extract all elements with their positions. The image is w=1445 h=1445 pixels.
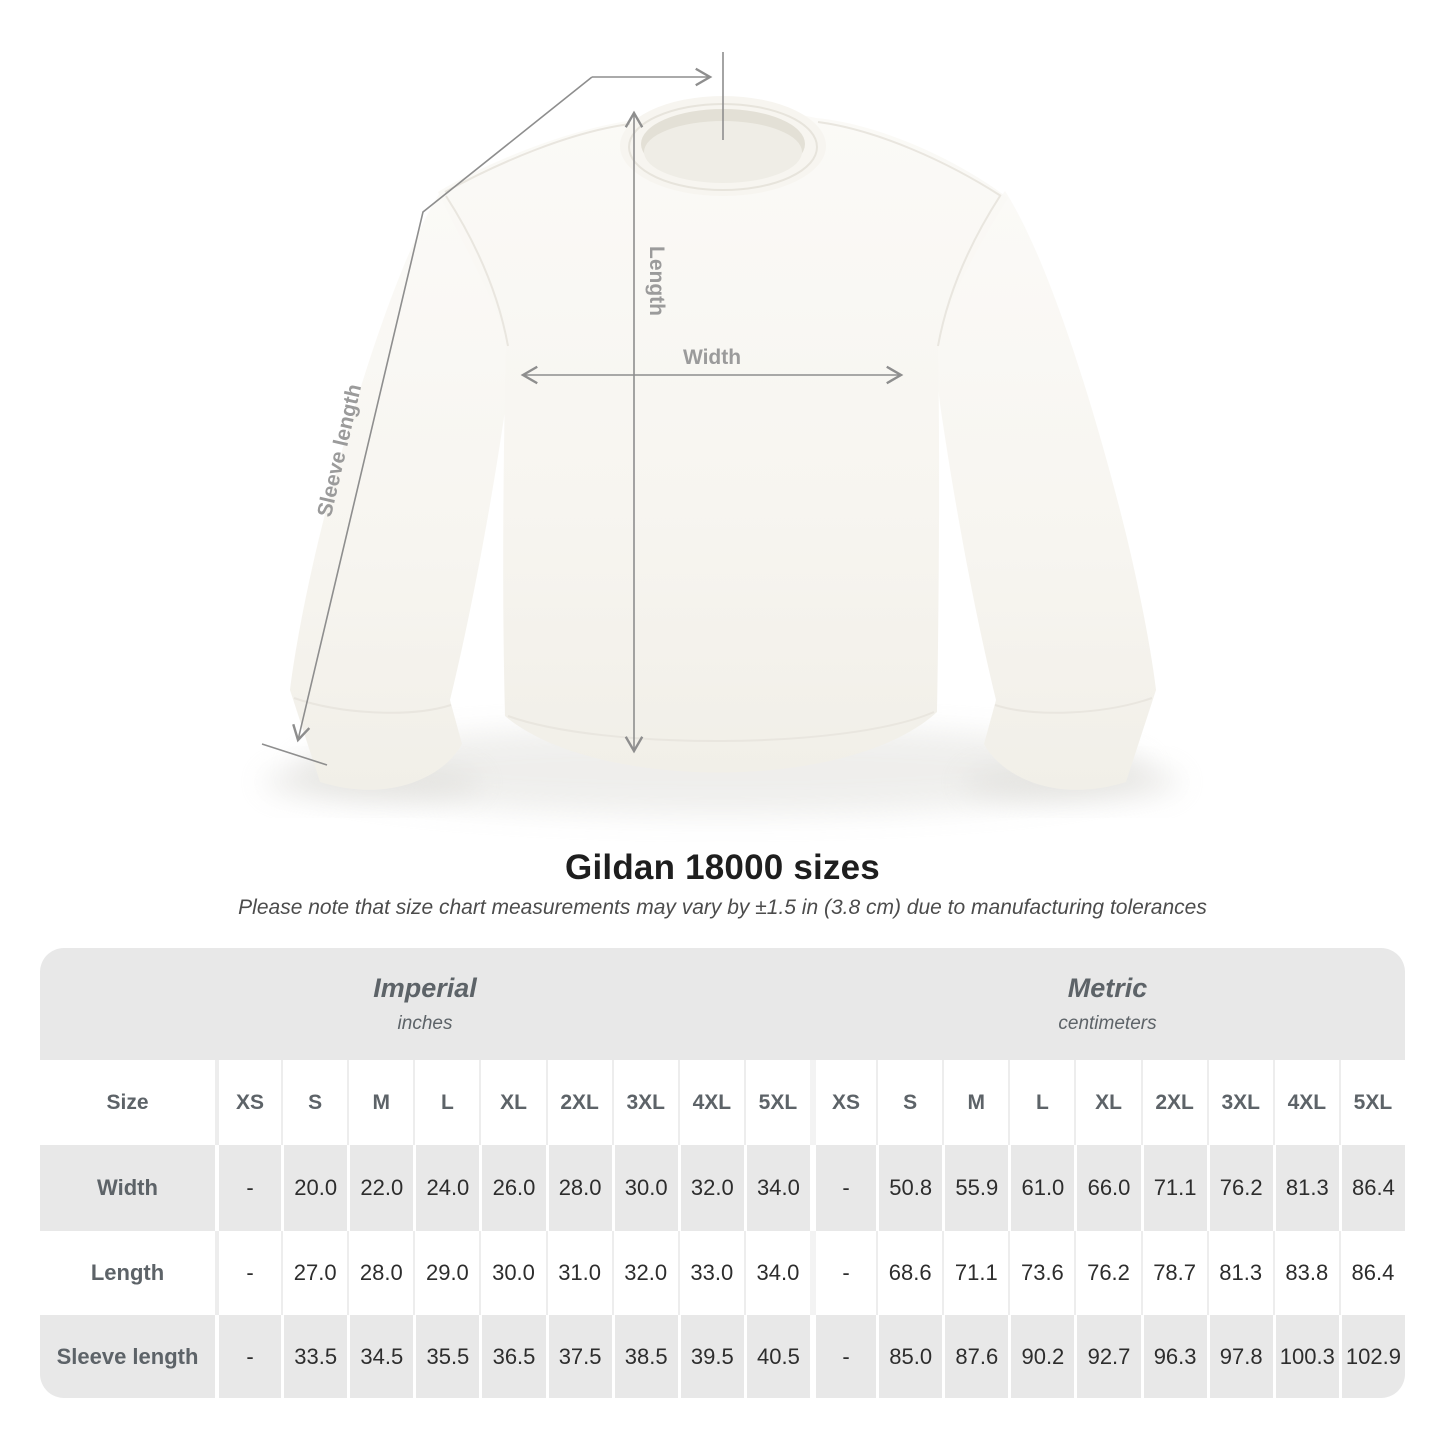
size-header-metric-L: L xyxy=(1008,1060,1075,1145)
value-cell: 34.0 xyxy=(743,1145,810,1231)
value-cell: 76.2 xyxy=(1074,1231,1141,1315)
value-cell: 24.0 xyxy=(413,1145,480,1231)
size-table: Imperial inches Metric centimeters Size X… xyxy=(40,948,1405,1398)
value-cell: 86.4 xyxy=(1338,1145,1405,1231)
row-label: Length xyxy=(40,1231,215,1315)
size-header-imperial-M: M xyxy=(347,1060,414,1145)
value-cell: 33.5 xyxy=(281,1315,348,1398)
value-cell: 27.0 xyxy=(281,1231,348,1315)
cuff-tick xyxy=(261,743,328,766)
value-cell: 87.6 xyxy=(942,1315,1009,1398)
value-cell: 34.5 xyxy=(347,1315,414,1398)
imperial-title: Imperial xyxy=(373,973,477,1003)
value-cell: - xyxy=(810,1315,877,1398)
size-header-imperial-2XL: 2XL xyxy=(545,1060,612,1145)
row-label: Width xyxy=(40,1145,215,1231)
sweatshirt-illustration: Length Width Sleeve length xyxy=(261,52,1182,815)
value-cell: - xyxy=(215,1315,282,1398)
value-cell: 34.0 xyxy=(743,1231,810,1315)
garment-diagram: Length Width Sleeve length xyxy=(261,52,1182,815)
value-cell: 39.5 xyxy=(677,1315,744,1398)
value-cell: - xyxy=(810,1145,877,1231)
width-label: Width xyxy=(683,346,741,369)
size-header-metric-2XL: 2XL xyxy=(1140,1060,1207,1145)
value-cell: 68.6 xyxy=(876,1231,943,1315)
value-cell: 28.0 xyxy=(347,1231,414,1315)
size-header-metric-M: M xyxy=(942,1060,1009,1145)
value-cell: 35.5 xyxy=(413,1315,480,1398)
value-cell: 83.8 xyxy=(1272,1231,1339,1315)
value-cell: 90.2 xyxy=(1008,1315,1075,1398)
value-cell: 22.0 xyxy=(347,1145,414,1231)
value-cell: 38.5 xyxy=(611,1315,678,1398)
value-cell: 20.0 xyxy=(281,1145,348,1231)
value-cell: 32.0 xyxy=(611,1231,678,1315)
value-cell: - xyxy=(810,1231,877,1315)
value-cell: 78.7 xyxy=(1140,1231,1207,1315)
measurement-lines xyxy=(261,52,904,766)
value-cell: 31.0 xyxy=(545,1231,612,1315)
value-cell: 61.0 xyxy=(1008,1145,1075,1231)
size-header-imperial-5XL: 5XL xyxy=(743,1060,810,1145)
value-cell: 36.5 xyxy=(479,1315,546,1398)
imperial-header: Imperial inches xyxy=(40,948,810,1060)
value-cell: 30.0 xyxy=(479,1231,546,1315)
value-cell: 71.1 xyxy=(1140,1145,1207,1231)
size-header-metric-XS: XS xyxy=(810,1060,877,1145)
sleeve-length-arrow xyxy=(292,76,593,743)
metric-title: Metric xyxy=(1067,973,1148,1003)
value-cell: 30.0 xyxy=(611,1145,678,1231)
value-cell: 26.0 xyxy=(479,1145,546,1231)
size-header-metric-5XL: 5XL xyxy=(1338,1060,1405,1145)
value-cell: 81.3 xyxy=(1206,1231,1273,1315)
size-header-imperial-L: L xyxy=(413,1060,480,1145)
value-cell: 29.0 xyxy=(413,1231,480,1315)
page-title: Gildan 18000 sizes xyxy=(565,848,880,887)
value-cell: 96.3 xyxy=(1140,1315,1207,1398)
size-header-imperial-4XL: 4XL xyxy=(677,1060,744,1145)
value-cell: 86.4 xyxy=(1338,1231,1405,1315)
value-cell: 28.0 xyxy=(545,1145,612,1231)
value-cell: 85.0 xyxy=(876,1315,943,1398)
size-header-metric-4XL: 4XL xyxy=(1272,1060,1339,1145)
size-header-imperial-XS: XS xyxy=(215,1060,282,1145)
value-cell: 40.5 xyxy=(743,1315,810,1398)
value-cell: 71.1 xyxy=(942,1231,1009,1315)
value-cell: 55.9 xyxy=(942,1145,1009,1231)
metric-unit: centimeters xyxy=(1058,1013,1157,1034)
value-cell: - xyxy=(215,1145,282,1231)
value-cell: 100.3 xyxy=(1272,1315,1339,1398)
sweatshirt-body xyxy=(290,96,1156,790)
value-cell: 32.0 xyxy=(677,1145,744,1231)
value-cell: - xyxy=(215,1231,282,1315)
size-header-imperial-XL: XL xyxy=(479,1060,546,1145)
value-cell: 76.2 xyxy=(1206,1145,1273,1231)
imperial-unit: inches xyxy=(397,1013,453,1034)
size-header-metric-S: S xyxy=(876,1060,943,1145)
value-cell: 50.8 xyxy=(876,1145,943,1231)
size-header-imperial-S: S xyxy=(281,1060,348,1145)
value-cell: 81.3 xyxy=(1272,1145,1339,1231)
size-column-header: Size xyxy=(40,1060,215,1145)
size-header-imperial-3XL: 3XL xyxy=(611,1060,678,1145)
metric-header: Metric centimeters xyxy=(810,948,1405,1060)
page-subtitle: Please note that size chart measurements… xyxy=(238,896,1207,919)
value-cell: 37.5 xyxy=(545,1315,612,1398)
size-header-metric-3XL: 3XL xyxy=(1206,1060,1273,1145)
value-cell: 33.0 xyxy=(677,1231,744,1315)
value-cell: 73.6 xyxy=(1008,1231,1075,1315)
value-cell: 66.0 xyxy=(1074,1145,1141,1231)
value-cell: 97.8 xyxy=(1206,1315,1273,1398)
size-header-metric-XL: XL xyxy=(1074,1060,1141,1145)
row-label: Sleeve length xyxy=(40,1315,215,1398)
length-label: Length xyxy=(645,246,668,316)
value-cell: 92.7 xyxy=(1074,1315,1141,1398)
value-cell: 102.9 xyxy=(1338,1315,1405,1398)
seam-lines xyxy=(293,121,1153,743)
